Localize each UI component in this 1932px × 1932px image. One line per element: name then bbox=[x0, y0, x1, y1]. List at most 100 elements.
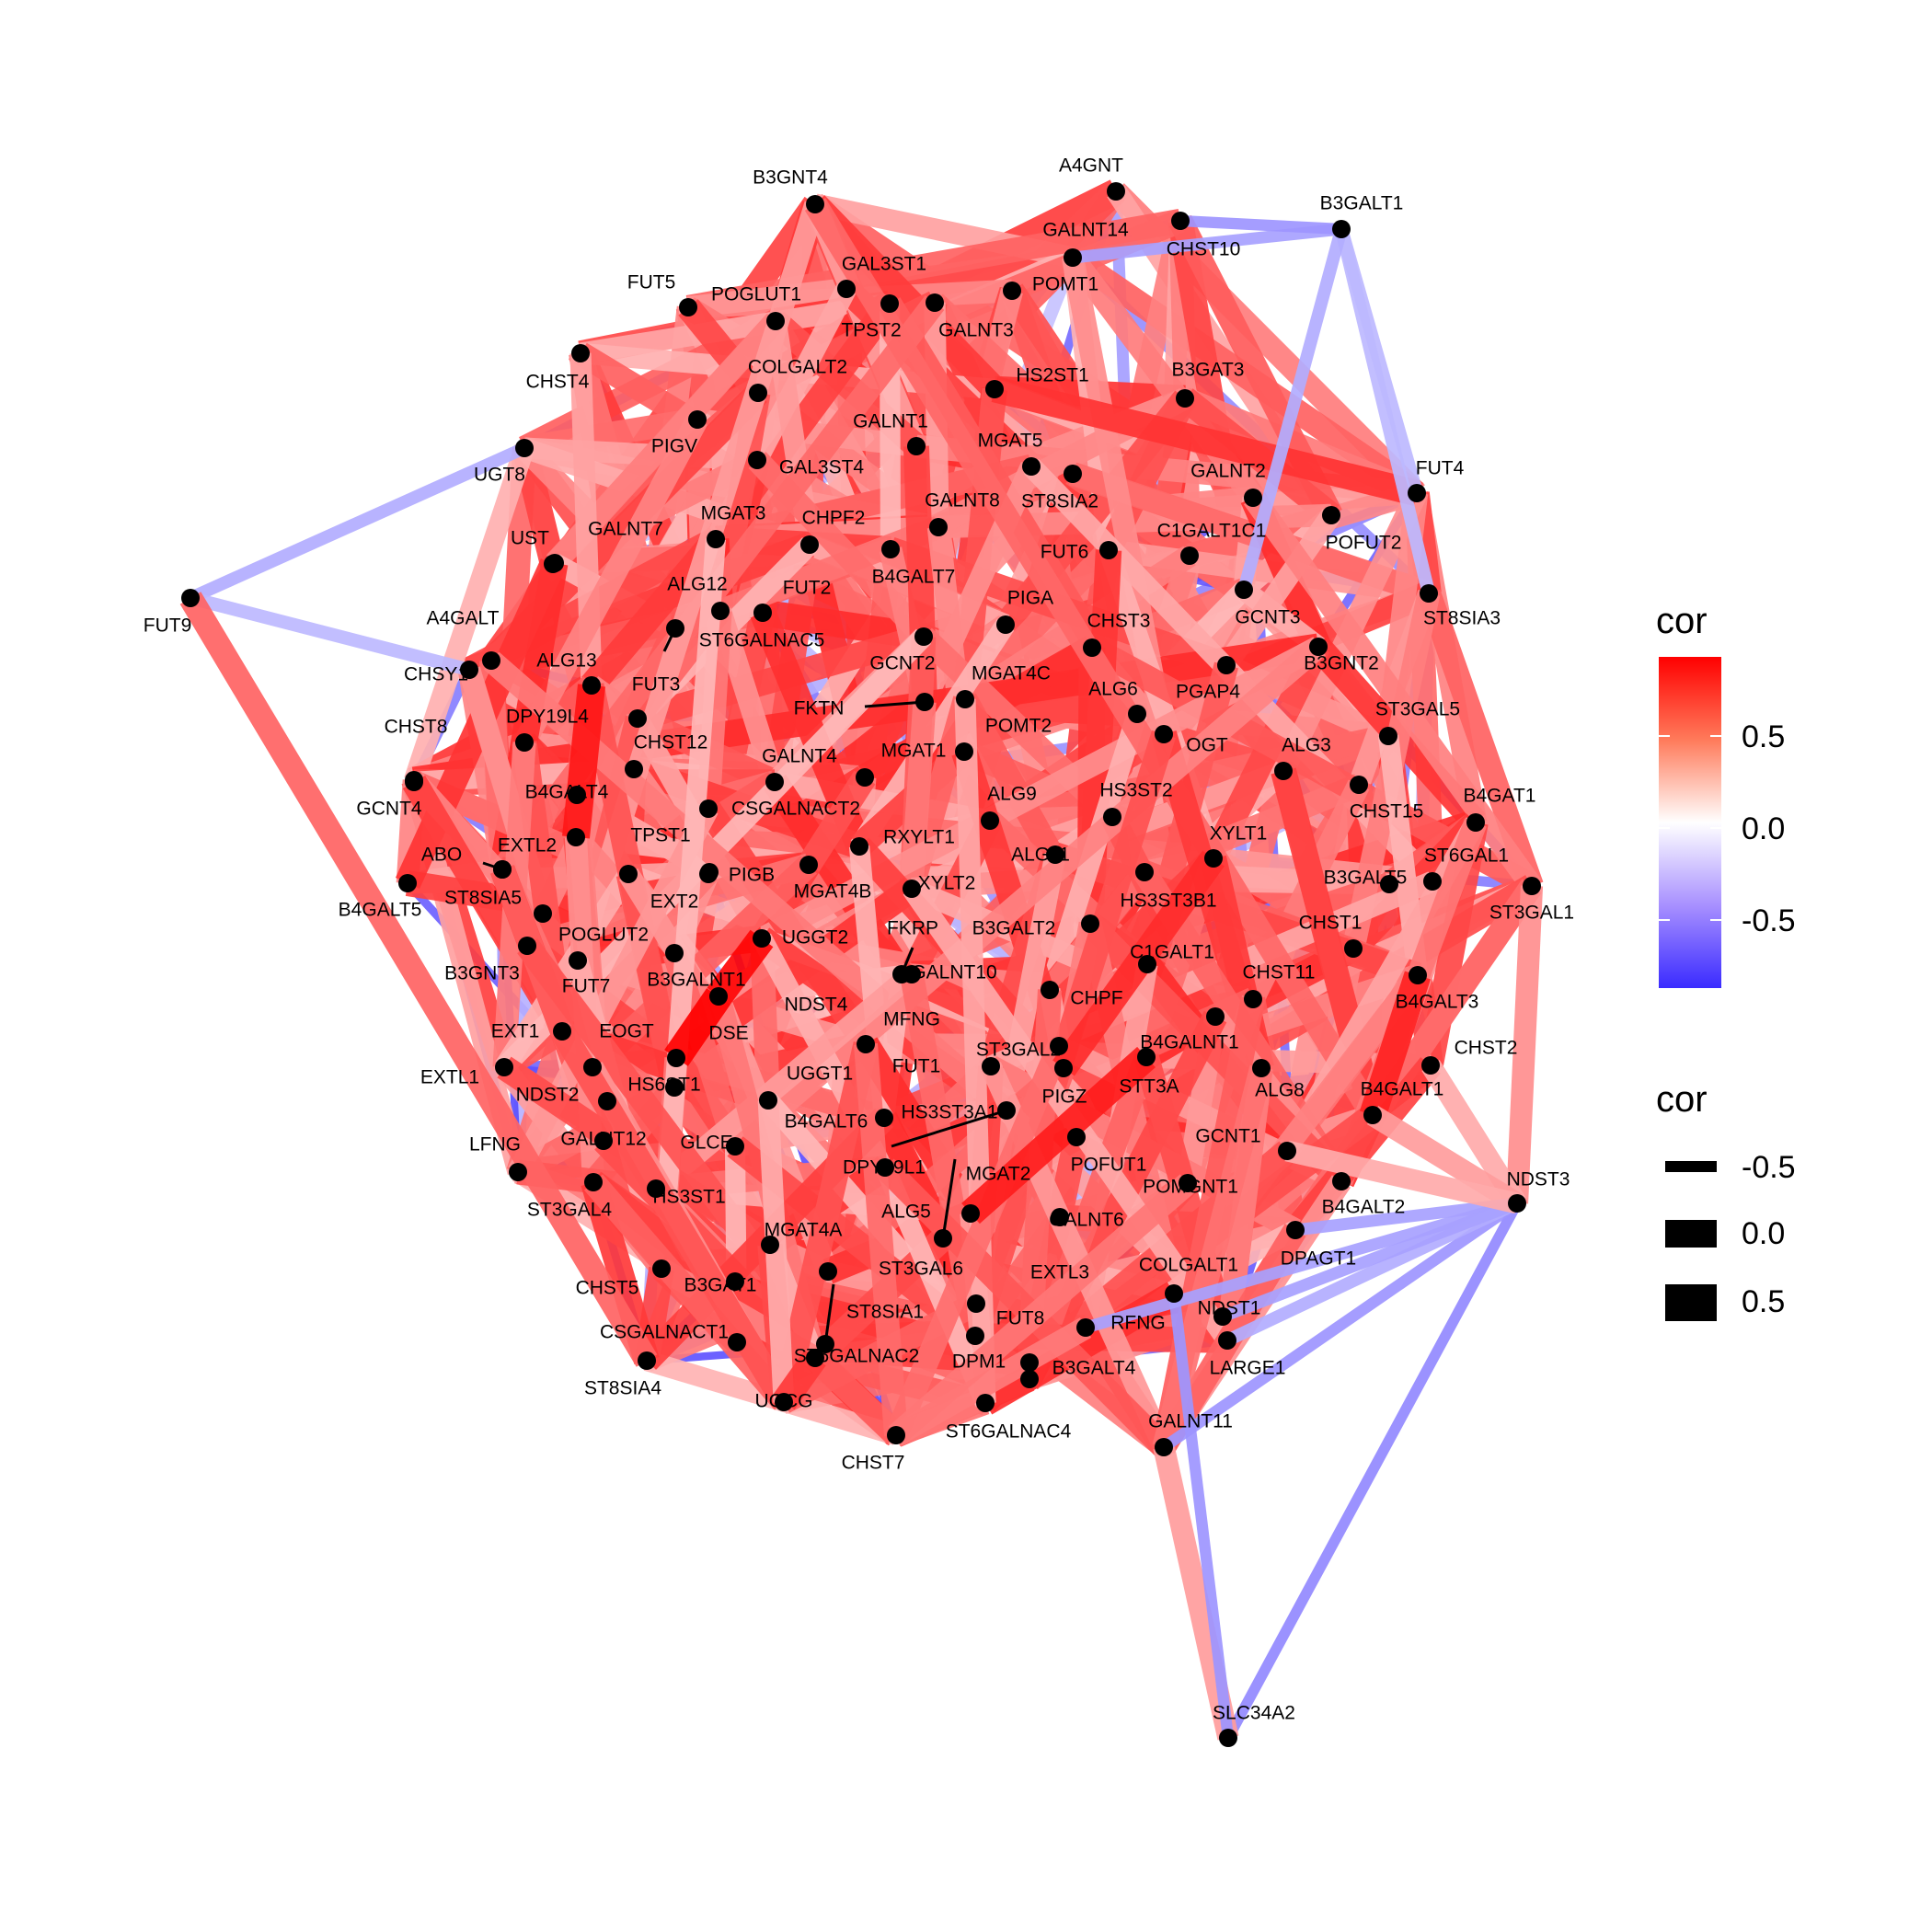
gene-node bbox=[509, 1163, 527, 1181]
gene-node bbox=[1421, 1056, 1440, 1075]
gene-node bbox=[584, 1173, 603, 1191]
gene-label: CHST10 bbox=[1167, 239, 1241, 260]
edge bbox=[763, 775, 914, 982]
gene-node bbox=[985, 380, 1004, 398]
gene-node bbox=[679, 298, 697, 316]
gene-label: LARGE1 bbox=[1210, 1358, 1286, 1379]
gene-label: STT3A bbox=[1119, 1076, 1179, 1098]
edge bbox=[514, 414, 707, 748]
gene-label: POFUT1 bbox=[1071, 1155, 1147, 1176]
gene-node bbox=[748, 451, 766, 469]
gene-label: CHST3 bbox=[1087, 611, 1151, 632]
gene-node bbox=[800, 535, 819, 554]
gene-label: CHST5 bbox=[576, 1278, 639, 1299]
gene-node bbox=[1278, 1142, 1296, 1160]
gene-node bbox=[966, 1327, 984, 1345]
gene-label: GCNT2 bbox=[869, 653, 935, 674]
gene-label: MGAT2 bbox=[966, 1164, 1031, 1185]
gene-node bbox=[1064, 248, 1082, 267]
gene-node bbox=[1409, 966, 1427, 984]
gene-node bbox=[1076, 1318, 1095, 1337]
gene-label: MFNG bbox=[883, 1009, 940, 1030]
gene-label: GAL3ST4 bbox=[779, 457, 865, 478]
gene-node bbox=[534, 904, 552, 923]
gene-node bbox=[1508, 1194, 1526, 1213]
gene-node bbox=[850, 837, 868, 856]
edge bbox=[806, 1349, 905, 1444]
gene-label: HS6ST1 bbox=[627, 1075, 700, 1096]
gene-label: NDST3 bbox=[1507, 1169, 1570, 1190]
gene-label: ALG11 bbox=[1011, 845, 1070, 866]
gene-label: RFNG bbox=[1110, 1313, 1166, 1334]
edge bbox=[1284, 1140, 1520, 1214]
gene-label: ALG3 bbox=[1282, 735, 1331, 756]
width-legend-tick: 0.5 bbox=[1742, 1284, 1785, 1319]
label-connector bbox=[864, 700, 926, 708]
gene-node bbox=[775, 1393, 793, 1411]
edge bbox=[1294, 1197, 1518, 1236]
gene-label: COLGALT2 bbox=[748, 357, 847, 378]
gene-node bbox=[598, 1092, 616, 1110]
gene-label: ST8SIA1 bbox=[846, 1302, 924, 1323]
edge bbox=[1160, 1198, 1521, 1453]
gene-node bbox=[981, 811, 999, 830]
gene-label: FUT4 bbox=[1416, 458, 1465, 479]
gene-label: FKRP bbox=[887, 918, 938, 939]
gene-node bbox=[819, 1262, 837, 1281]
gene-label: MGAT5 bbox=[978, 431, 1043, 452]
gene-label: FUT2 bbox=[783, 578, 832, 599]
gene-label: DPM1 bbox=[952, 1351, 1006, 1373]
edge bbox=[551, 1025, 795, 1409]
gene-node bbox=[875, 1109, 893, 1127]
gene-label: ST3GAL5 bbox=[1375, 699, 1460, 720]
gene-label: B3GALT2 bbox=[972, 918, 1056, 939]
edge bbox=[1220, 1197, 1520, 1323]
gene-node bbox=[806, 195, 824, 213]
gene-label: POGLUT1 bbox=[711, 284, 801, 305]
gene-node bbox=[934, 1229, 952, 1248]
gene-node bbox=[460, 661, 478, 679]
gene-label: GALNT12 bbox=[560, 1129, 646, 1150]
gene-node bbox=[816, 1335, 834, 1353]
gene-label: CHST11 bbox=[1243, 962, 1316, 983]
gene-node bbox=[1218, 1331, 1236, 1350]
gene-node bbox=[1244, 990, 1262, 1008]
gene-node bbox=[1252, 1059, 1271, 1077]
gene-label: HS3ST3A1 bbox=[901, 1102, 997, 1123]
gene-label: CSGALNACT2 bbox=[731, 799, 860, 820]
edge bbox=[1065, 247, 1424, 503]
gene-node bbox=[628, 709, 647, 728]
gene-node bbox=[594, 1132, 613, 1150]
gene-node bbox=[1274, 762, 1293, 780]
edge bbox=[1334, 227, 1436, 595]
gene-node bbox=[1176, 389, 1194, 408]
gene-label: EXTL1 bbox=[420, 1067, 479, 1088]
gene-node bbox=[1179, 1174, 1197, 1192]
gene-node bbox=[799, 856, 818, 874]
edge-layer bbox=[179, 179, 1544, 1741]
edge bbox=[854, 1042, 908, 1437]
gene-label: GALNT3 bbox=[938, 320, 1014, 341]
gene-label: CHPF2 bbox=[802, 508, 866, 529]
gene-label: GCNT4 bbox=[356, 799, 421, 820]
edge bbox=[562, 684, 605, 839]
gene-label: FUT5 bbox=[627, 272, 676, 293]
gene-node bbox=[1423, 872, 1442, 891]
gene-node bbox=[700, 863, 719, 881]
gene-label: B3GNT4 bbox=[753, 167, 828, 189]
color-legend-title: cor bbox=[1656, 601, 1708, 641]
gene-node bbox=[482, 651, 500, 670]
gene-label: ST8SIA4 bbox=[584, 1378, 661, 1399]
gene-label: ST6GALNAC2 bbox=[794, 1346, 920, 1367]
edge bbox=[954, 698, 996, 1404]
label-connector bbox=[891, 1109, 1007, 1148]
gene-label: EXT1 bbox=[491, 1021, 540, 1042]
gene-label: UGGT1 bbox=[787, 1064, 853, 1085]
gene-node bbox=[1332, 220, 1351, 238]
gene-label: GALNT14 bbox=[1042, 220, 1129, 241]
gene-node bbox=[1379, 727, 1397, 745]
gene-label: B3GALT4 bbox=[1052, 1358, 1136, 1379]
gene-node bbox=[1107, 182, 1125, 201]
width-legend-key bbox=[1665, 1284, 1717, 1321]
gene-node bbox=[726, 1137, 744, 1156]
